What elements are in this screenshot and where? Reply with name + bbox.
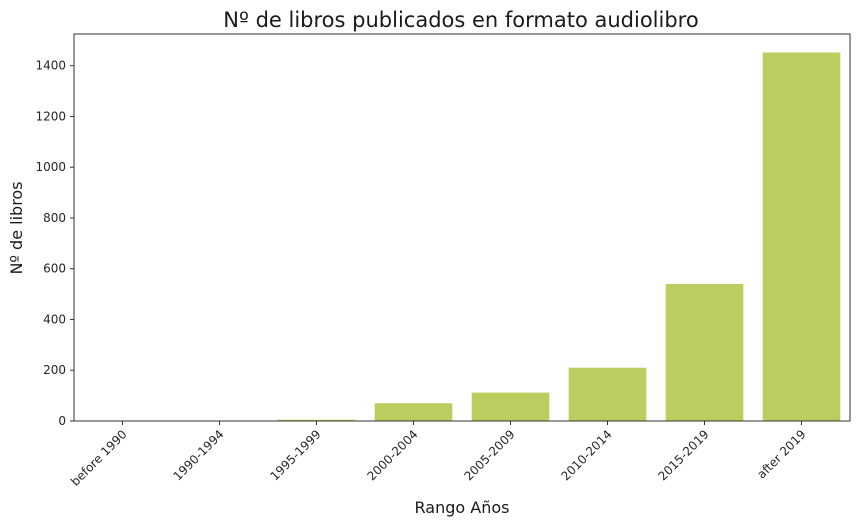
y-tick-label: 800 xyxy=(43,211,66,225)
y-tick-label: 600 xyxy=(43,262,66,276)
y-tick-label: 1200 xyxy=(35,109,66,123)
x-tick-label: 2000-2004 xyxy=(364,427,420,483)
y-tick-label: 1400 xyxy=(35,59,66,73)
x-axis-ticks: before 1990 1990-1994 1995-1999 2000-2004 20… xyxy=(68,421,809,489)
bar-2015-2019 xyxy=(665,283,744,421)
y-axis-label: Nº de libros xyxy=(7,181,26,274)
y-axis-ticks: 0 200 400 600 800 1000 1200 1400 xyxy=(35,59,74,428)
x-tick-label: 2005-2009 xyxy=(461,427,517,483)
bar-after-2019 xyxy=(762,52,841,422)
y-tick-label: 200 xyxy=(43,363,66,377)
x-tick-label: 2010-2014 xyxy=(558,427,614,483)
x-tick-label: 1990-1994 xyxy=(170,427,226,483)
bar-2000-2004 xyxy=(374,403,453,421)
plot-frame xyxy=(73,33,851,422)
y-tick-label: 1000 xyxy=(35,160,66,174)
bar-2005-2009 xyxy=(471,392,550,421)
x-tick-label: after 2019 xyxy=(754,427,808,481)
x-tick-label: 1995-1999 xyxy=(267,427,323,483)
x-tick-label: before 1990 xyxy=(68,427,130,489)
x-axis-label: Rango Años xyxy=(415,498,510,517)
bar-1995-1999 xyxy=(277,419,356,421)
y-tick-label: 400 xyxy=(43,312,66,326)
y-tick-label: 0 xyxy=(58,414,66,428)
chart-title: Nº de libros publicados en formato audio… xyxy=(223,8,698,32)
bar-2010-2014 xyxy=(568,367,647,421)
x-tick-label: 2015-2019 xyxy=(655,427,711,483)
bars-group xyxy=(83,52,841,422)
